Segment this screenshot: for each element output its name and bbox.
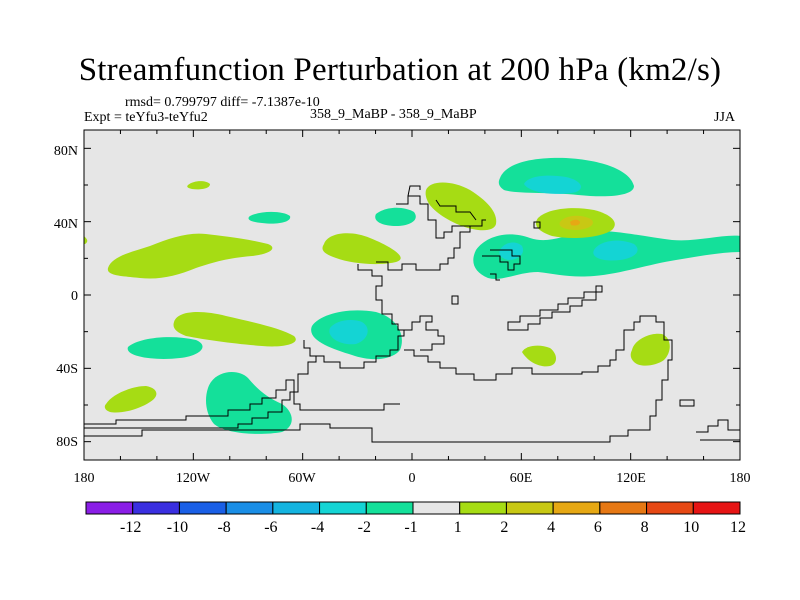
anomaly-pos-indian-ocean bbox=[522, 345, 556, 367]
case-label: 358_9_MaBP - 358_9_MaBP bbox=[310, 107, 477, 122]
coastline-greenland bbox=[407, 185, 421, 197]
anomaly-pos-australia bbox=[630, 333, 670, 366]
colorbar-swatch bbox=[692, 501, 741, 515]
anomaly-pos-mediterranean bbox=[425, 182, 497, 231]
lat-tick-label: 40S bbox=[56, 362, 78, 377]
coastline-indonesia bbox=[507, 285, 603, 331]
anomaly-neg2-siberia bbox=[524, 175, 581, 194]
coastline-antarctic-upper bbox=[84, 379, 400, 425]
coastline-arabia bbox=[482, 249, 521, 271]
colorbar-label: -8 bbox=[217, 519, 230, 536]
colorbar-swatch bbox=[412, 501, 461, 515]
colorbar-swatch bbox=[552, 501, 601, 515]
lon-tick-label: 180 bbox=[74, 471, 95, 486]
anomaly-pos-east-pacific bbox=[322, 233, 401, 265]
season-label: JJA bbox=[714, 110, 736, 125]
anomaly-pos3-central-asia bbox=[570, 219, 580, 226]
anomaly-pos-north-pacific-small bbox=[187, 181, 210, 190]
coastline-antarctic-east bbox=[696, 419, 740, 433]
colorbar-swatch bbox=[459, 501, 507, 515]
colorbar-label: 1 bbox=[454, 519, 462, 536]
colorbar-swatch bbox=[85, 501, 134, 515]
stats-line: rmsd= 0.799797 diff= -7.1387e-10 bbox=[125, 95, 320, 110]
colorbar-label: 4 bbox=[547, 519, 555, 536]
colorbar-swatch bbox=[505, 501, 554, 515]
anomaly-pos-south-pacific bbox=[104, 386, 157, 413]
colorbar-swatch bbox=[646, 501, 694, 515]
lon-tick-label: 60E bbox=[510, 471, 533, 486]
lon-tick-label: 0 bbox=[409, 471, 416, 486]
colorbar-labels: -12 -10 -8 -6 -4 -2 -1 1 2 4 6 8 10 12 bbox=[120, 519, 746, 536]
coastline-eurasia-north bbox=[435, 199, 477, 221]
coastline-eurasia-west bbox=[396, 195, 470, 239]
colorbar-label: -2 bbox=[358, 519, 371, 536]
lat-tick-label: 40N bbox=[54, 217, 78, 232]
coastline-americas bbox=[84, 264, 405, 429]
colorbar-label: -10 bbox=[167, 519, 188, 536]
plot-title: Streamfunction Perturbation at 200 hPa (… bbox=[78, 52, 722, 88]
anomaly-neg-north-pacific bbox=[248, 211, 291, 224]
anomaly-neg-europe bbox=[375, 207, 416, 226]
lon-tick-label: 120W bbox=[176, 471, 211, 486]
colorbar-label: 12 bbox=[730, 519, 746, 536]
colorbar-swatch bbox=[272, 501, 321, 515]
colorbar-label: 10 bbox=[683, 519, 699, 536]
colorbar-swatch bbox=[319, 501, 367, 515]
anomaly-neg2-asia-east bbox=[593, 240, 638, 261]
colorbar-label: -12 bbox=[120, 519, 141, 536]
colorbar-label: -1 bbox=[404, 519, 417, 536]
coastline-south-america-west bbox=[303, 340, 316, 357]
coastline-small-island-2 bbox=[533, 221, 541, 229]
contour-fills bbox=[84, 157, 740, 434]
lon-tick-label: 60W bbox=[288, 471, 316, 486]
colorbar-label: -6 bbox=[264, 519, 277, 536]
anomaly-pos-left-edge bbox=[84, 236, 88, 244]
coastline-nz bbox=[679, 399, 695, 407]
map-background bbox=[84, 130, 740, 460]
coastlines bbox=[84, 185, 740, 443]
lon-tick-label: 180 bbox=[730, 471, 751, 486]
anomaly-neg2-south-atlantic bbox=[329, 320, 368, 345]
colorbar-swatch bbox=[225, 501, 274, 515]
anomaly-neg-south-pacific bbox=[127, 337, 203, 359]
lat-axis: 80N 40N 0 40S 80S bbox=[54, 144, 78, 450]
colorbar-swatch bbox=[365, 501, 414, 515]
coastline-small-island bbox=[451, 295, 459, 305]
colorbar-swatch bbox=[178, 501, 227, 515]
coastline-africa-main bbox=[376, 219, 486, 271]
colorbar-label: 6 bbox=[594, 519, 602, 536]
lat-tick-label: 80N bbox=[54, 144, 78, 159]
colorbar-label: 8 bbox=[641, 519, 649, 536]
lat-tick-label: 80S bbox=[56, 435, 78, 450]
lat-tick-label: 0 bbox=[71, 289, 78, 304]
coastline-africa-tip bbox=[404, 315, 445, 351]
coastline-india bbox=[490, 273, 500, 281]
lon-axis: 180 120W 60W 0 60E 120E 180 bbox=[74, 471, 751, 486]
lon-tick-label: 120E bbox=[616, 471, 646, 486]
colorbar-swatch bbox=[132, 501, 180, 515]
experiment-label: Expt = teYfu3-teYfu2 bbox=[84, 110, 208, 125]
colorbar-label: -4 bbox=[311, 519, 324, 536]
coastline-antarctica bbox=[84, 315, 673, 443]
axis-ticks bbox=[83, 130, 741, 460]
anomaly-pos-north-pacific bbox=[107, 233, 273, 279]
anomaly-pos-tropical-pacific bbox=[173, 312, 296, 347]
colorbar bbox=[85, 501, 741, 515]
colorbar-label: 2 bbox=[500, 519, 508, 536]
anomaly-neg-antarctic-sector bbox=[206, 372, 292, 434]
colorbar-swatch bbox=[599, 501, 648, 515]
